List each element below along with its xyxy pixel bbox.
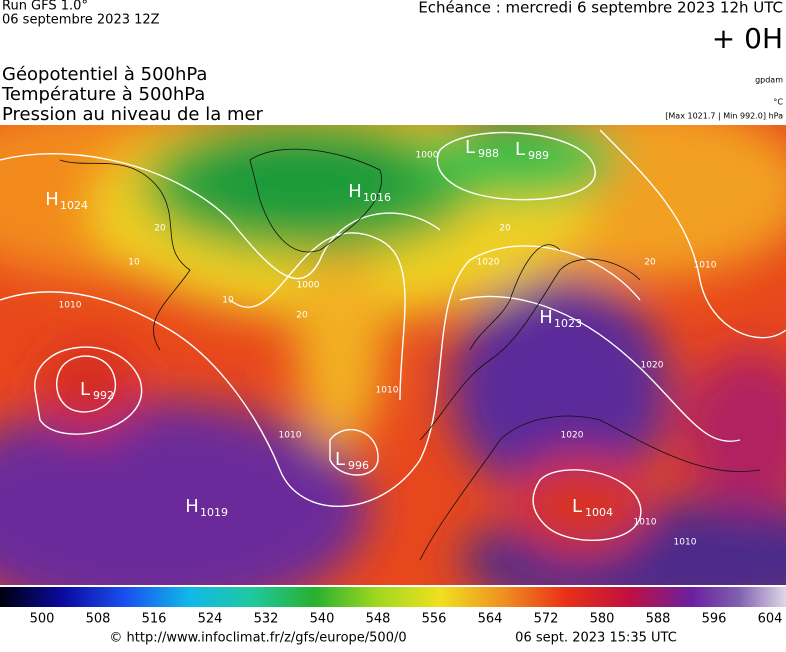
- forecast-offset: + 0H: [712, 22, 783, 55]
- isobars: [0, 129, 786, 541]
- run-label: Run GFS 1.0°: [2, 0, 88, 14]
- scale-label: 604: [758, 612, 783, 627]
- center-value: 1023: [554, 317, 582, 330]
- scale-label: 508: [86, 612, 111, 627]
- scale-label: 564: [478, 612, 503, 627]
- center-value: 988: [478, 147, 499, 160]
- contour-label: 1010: [674, 538, 697, 548]
- contour-label: 1010: [694, 261, 717, 271]
- center-value: 989: [528, 149, 549, 162]
- contour-label: 20: [296, 311, 308, 321]
- title-pressure: Pression au niveau de la mer: [2, 104, 264, 125]
- center-kind: H: [539, 307, 553, 328]
- scale-label: 580: [590, 612, 615, 627]
- source-url: © http://www.infoclimat.fr/z/gfs/europe/…: [109, 631, 406, 646]
- valid-time: Echéance : mercredi 6 septembre 2023 12h…: [418, 0, 783, 17]
- center-kind: H: [45, 189, 59, 210]
- scale-label: 596: [702, 612, 727, 627]
- scale-label: 532: [254, 612, 279, 627]
- contour-label: 1010: [279, 431, 302, 441]
- contour-label: 20: [154, 224, 166, 234]
- center-kind: L: [515, 139, 525, 160]
- pressure-range: [Max 1021.7 | Min 992.0] hPa: [665, 112, 783, 121]
- scale-label: 548: [366, 612, 391, 627]
- contour-label: 1020: [641, 361, 664, 371]
- contour-label: 1000: [416, 151, 439, 161]
- map: [0, 125, 786, 585]
- center-kind: L: [335, 449, 345, 470]
- scale-label: 516: [142, 612, 167, 627]
- color-scale: [0, 587, 786, 607]
- generated-time: 06 sept. 2023 15:35 UTC: [515, 631, 677, 646]
- center-kind: H: [348, 181, 362, 202]
- scale-label: 540: [310, 612, 335, 627]
- legend: 500 508 516 524 532 540 548 556 564 572 580 588 596 6…: [30, 612, 783, 627]
- center-value: 992: [93, 389, 114, 402]
- unit-geopotential: gpdam: [755, 76, 783, 85]
- center-kind: L: [80, 379, 90, 400]
- center-kind: L: [465, 137, 475, 158]
- center-value: 996: [348, 459, 369, 472]
- center-value: 1016: [363, 191, 391, 204]
- contour-label: 10: [222, 296, 234, 306]
- center-value: 1019: [200, 506, 228, 519]
- run-date: 06 septembre 2023 12Z: [2, 13, 160, 28]
- contour-label: 1010: [59, 301, 82, 311]
- title-temperature: Température à 500hPa: [1, 84, 205, 105]
- contour-label: 20: [499, 224, 511, 234]
- title-geopotential: Géopotentiel à 500hPa: [2, 64, 207, 85]
- contour-label: 20: [644, 258, 656, 268]
- contour-label: 10: [128, 258, 140, 268]
- contour-label: 1020: [561, 431, 584, 441]
- contour-label: 1000: [297, 281, 320, 291]
- scale-label: 524: [198, 612, 223, 627]
- unit-temperature: °C: [773, 98, 783, 107]
- center-kind: L: [572, 496, 582, 517]
- scale-label: 588: [646, 612, 671, 627]
- scale-label: 500: [30, 612, 55, 627]
- center-value: 1024: [60, 199, 88, 212]
- contour-label: 1020: [477, 258, 500, 268]
- scale-label: 556: [422, 612, 447, 627]
- coastlines: [59, 148, 761, 561]
- contour-label: 1010: [376, 386, 399, 396]
- center-value: 1004: [585, 506, 613, 519]
- scale-label: 572: [534, 612, 559, 627]
- contour-label: 1010: [634, 518, 657, 528]
- center-kind: H: [185, 496, 199, 517]
